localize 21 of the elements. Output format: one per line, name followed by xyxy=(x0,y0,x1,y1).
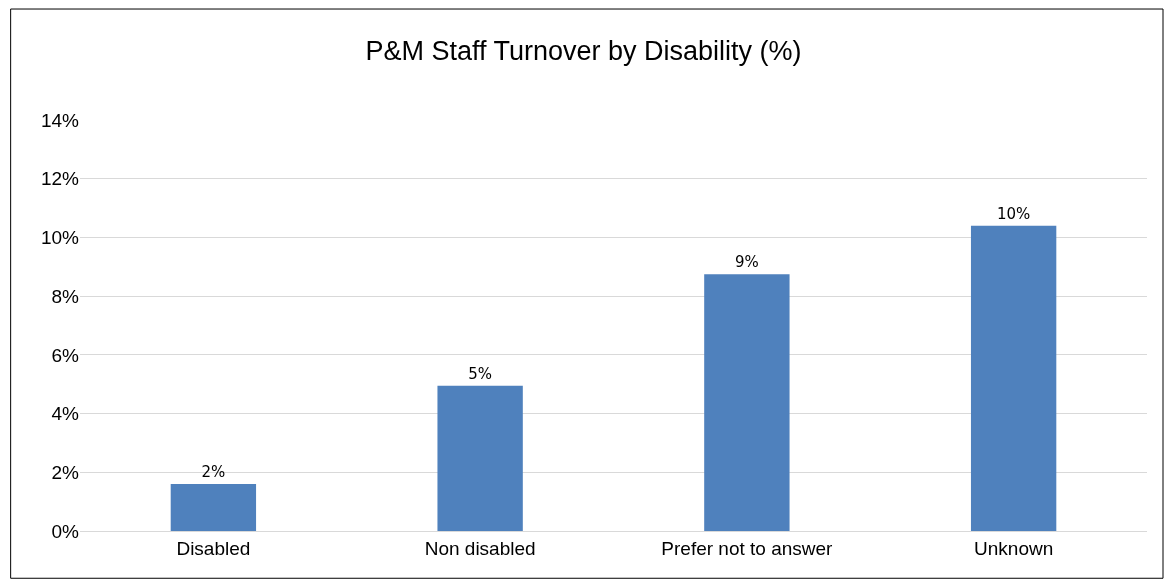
y-tick-label: 8% xyxy=(51,285,80,307)
data-label: 10% xyxy=(996,204,1031,223)
y-tick-label: 0% xyxy=(51,520,80,542)
y-tick-label: 6% xyxy=(51,344,80,366)
y-tick-label: 12% xyxy=(40,168,80,190)
y-tick-label: 2% xyxy=(51,461,80,483)
bar xyxy=(437,385,523,531)
y-tick-label: 10% xyxy=(40,227,80,249)
x-tick-label: Non disabled xyxy=(424,537,536,559)
data-label: 2% xyxy=(201,463,226,482)
x-tick-label: Disabled xyxy=(176,537,251,559)
bar xyxy=(970,225,1057,531)
bar xyxy=(170,484,257,531)
x-tick-label: Unknown xyxy=(974,537,1054,559)
data-label: 9% xyxy=(734,253,759,272)
y-tick-label: 14% xyxy=(40,109,80,131)
bar xyxy=(704,274,790,531)
x-tick-label: Prefer not to answer xyxy=(661,537,834,559)
y-tick-label: 4% xyxy=(51,403,80,425)
chart-title: P&M Staff Turnover by Disability (%) xyxy=(365,35,802,66)
data-label: 5% xyxy=(468,364,493,383)
